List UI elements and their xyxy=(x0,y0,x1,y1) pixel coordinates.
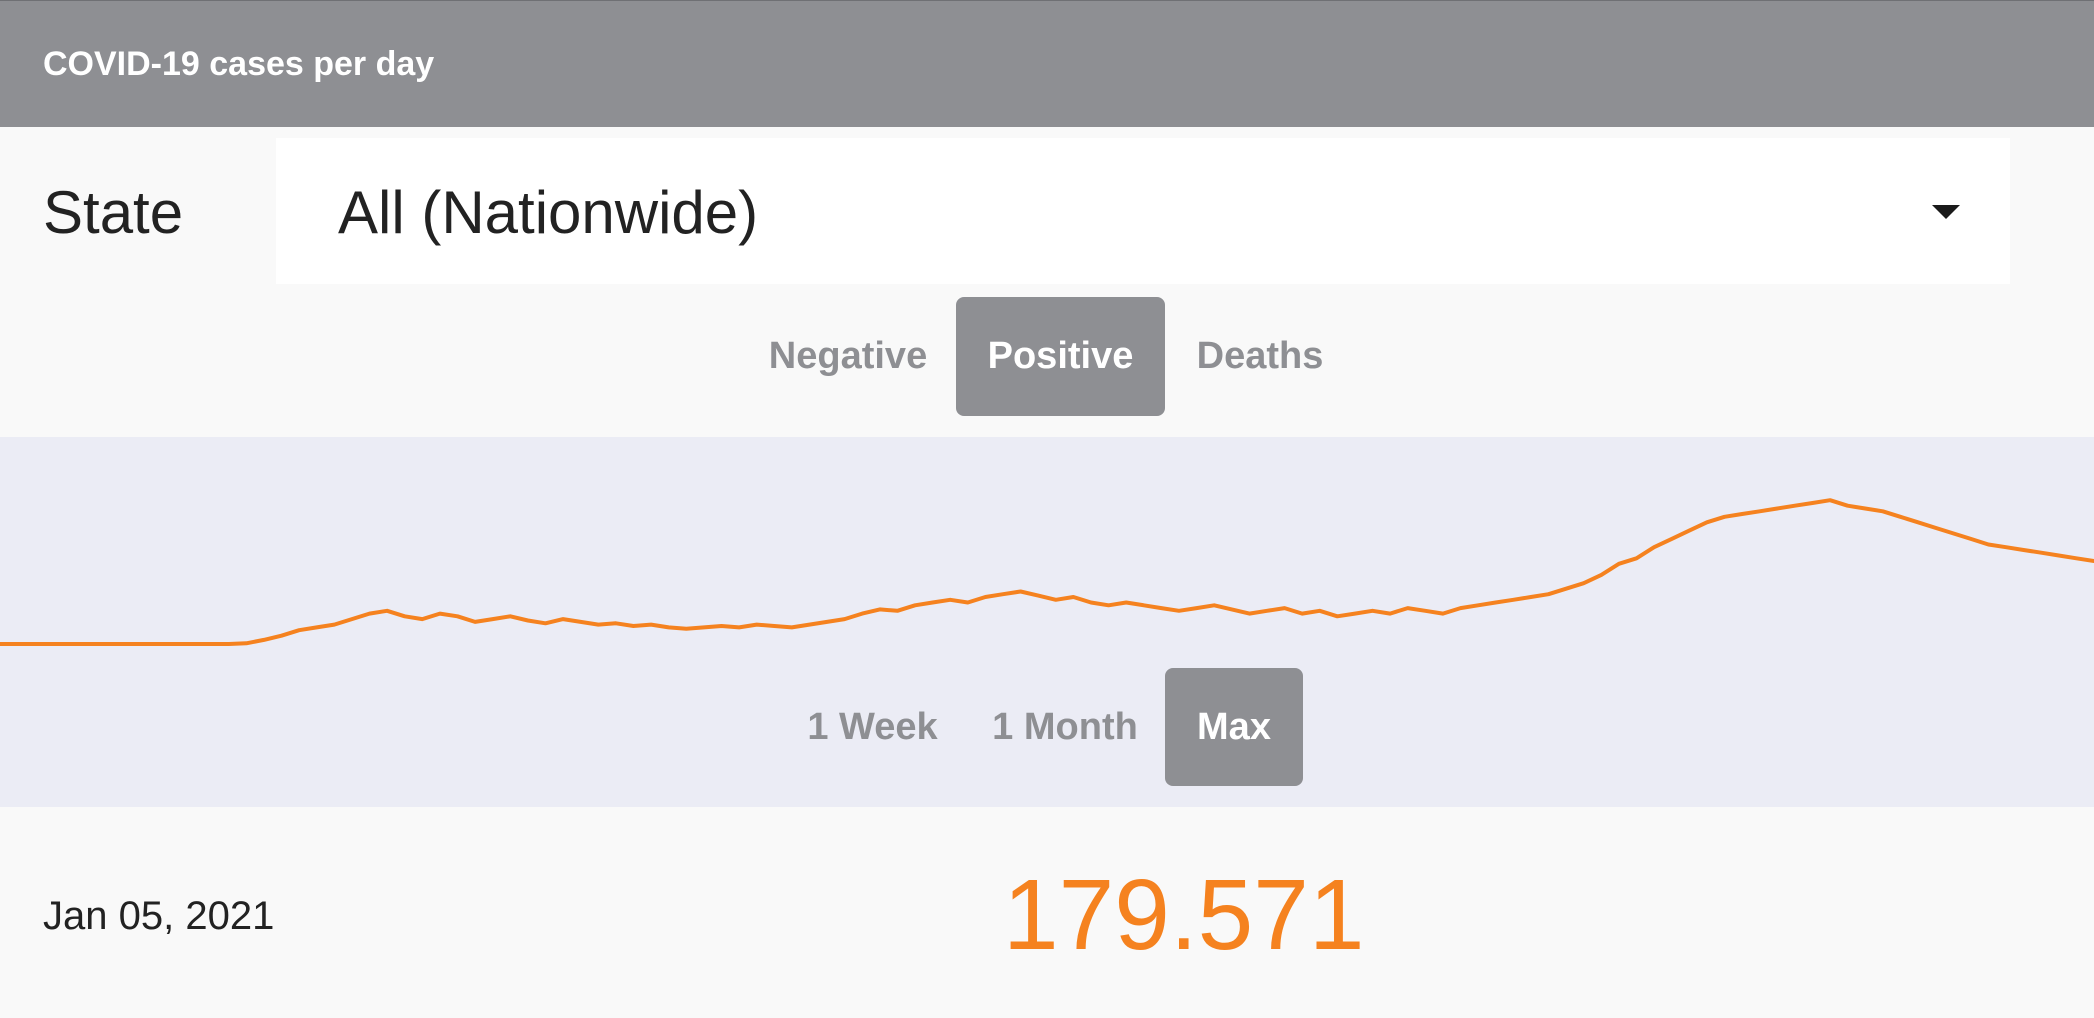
chart-panel xyxy=(0,437,2094,807)
tab-max[interactable]: Max xyxy=(1165,668,1303,786)
tab-1-week[interactable]: 1 Week xyxy=(807,705,938,748)
range-tabs: 1 Week 1 Month Max xyxy=(780,668,1303,786)
state-dropdown[interactable]: All (Nationwide) xyxy=(276,138,2010,284)
selected-date: Jan 05, 2021 xyxy=(43,894,275,938)
cases-series-line xyxy=(0,498,2094,646)
tab-deaths[interactable]: Deaths xyxy=(1196,335,1324,377)
tab-1-month[interactable]: 1 Month xyxy=(992,705,1138,748)
metric-tabs: Negative Positive Deaths xyxy=(740,297,1355,416)
dropdown-arrow-icon xyxy=(1932,205,1960,219)
app-bar: COVID-19 cases per day xyxy=(0,0,2094,127)
cases-line-chart[interactable] xyxy=(0,437,2094,807)
selected-value: 179.571 xyxy=(1003,859,1365,971)
tab-positive[interactable]: Positive xyxy=(956,297,1165,416)
app-title: COVID-19 cases per day xyxy=(43,45,435,83)
state-label: State xyxy=(43,179,184,246)
tab-negative[interactable]: Negative xyxy=(768,335,928,377)
state-selected-value: All (Nationwide) xyxy=(338,179,759,246)
